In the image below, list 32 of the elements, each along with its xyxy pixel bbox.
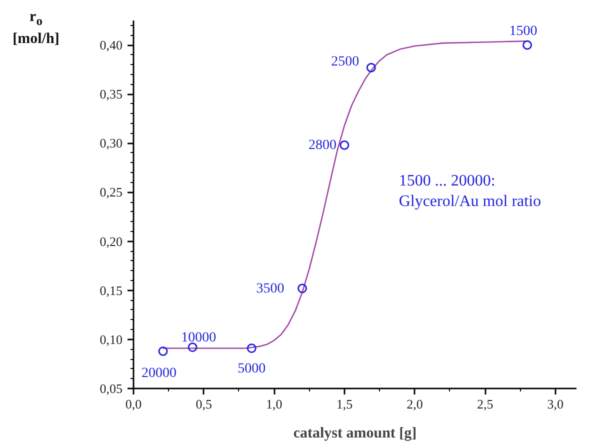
point [158,346,168,356]
y-tick-label: 0,35 [100,86,122,102]
annotation: 5000 [238,361,266,376]
x-tick-label: 1,0 [266,396,282,412]
y-tick-label: 0,15 [100,282,122,298]
point [522,40,532,50]
x-tick-label: 1,5 [336,396,353,412]
x-tick-label: 2,5 [476,396,494,412]
x-tick-label: 0,0 [125,396,142,412]
point [298,284,308,294]
annotation: 20000 [142,366,177,382]
annotation: 10000 [181,330,216,346]
annotation: 3500 [256,281,284,296]
x-tick-label: 2,0 [406,396,423,412]
point [340,140,350,150]
x-axis-title: catalyst amount [g] [293,426,417,442]
point [366,62,376,72]
point [246,344,256,354]
x-tick-label: 3,0 [547,396,564,412]
y-tick-label: 0,20 [100,234,122,249]
annotation: 1500 [509,24,538,40]
annotation: 1500 ... 20000: Glycerol/Au mol ratio [398,172,542,210]
y-tick-label: 0,30 [100,136,122,151]
y-tick-label: 0,40 [100,38,122,53]
x-tick-label: 0,5 [196,396,212,412]
y-tick-label: 0,25 [100,184,122,200]
y-axis-title: r$_{o}$ [mol/h] [12,8,60,48]
y-tick-label: 0,10 [100,332,122,347]
annotation: 2800 [308,138,336,154]
y-tick-label: 0,05 [100,381,122,396]
annotation: 2500 [331,54,360,70]
point [188,342,198,352]
